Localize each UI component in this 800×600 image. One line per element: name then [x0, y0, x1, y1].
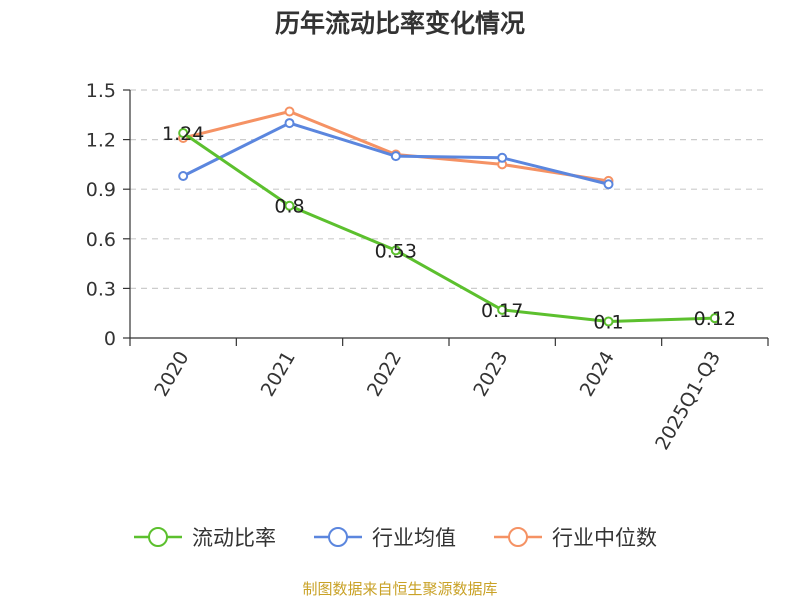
data-point	[284, 200, 295, 211]
source-note: 制图数据来自恒生聚源数据库	[302, 580, 498, 598]
data-point	[284, 118, 295, 129]
series-line-0	[182, 131, 715, 323]
x-tick-label: 2021	[257, 348, 300, 401]
x-tick-label: 2023	[469, 347, 512, 400]
y-tick-label: 0.3	[86, 278, 116, 300]
data-point	[497, 304, 508, 315]
data-label: 0.8	[274, 196, 304, 218]
legend-label: 流动比率	[192, 526, 276, 550]
data-label: 1.24	[162, 123, 204, 145]
data-label: 0.1	[593, 311, 623, 333]
data-point	[709, 313, 720, 324]
legend-marker	[508, 527, 528, 547]
y-tick-label: 1.2	[86, 130, 116, 152]
y-tick-label: 1.5	[86, 80, 116, 102]
legend-item-1[interactable]: 行业均值	[314, 526, 456, 550]
data-point	[284, 106, 295, 117]
data-point	[390, 151, 401, 162]
data-point	[603, 316, 614, 327]
series-lines	[178, 106, 720, 327]
data-point	[603, 179, 614, 190]
x-tick-label: 2024	[576, 348, 619, 401]
legend-label: 行业均值	[372, 526, 456, 550]
chart-title: 历年流动比率变化情况	[274, 9, 525, 38]
data-point	[178, 127, 189, 138]
data-label: 0.53	[375, 240, 417, 262]
data-label: 0.12	[694, 308, 736, 330]
x-tick-label: 2025Q1-Q3	[651, 348, 725, 454]
data-point	[497, 152, 508, 163]
data-point	[390, 245, 401, 256]
gridlines	[130, 89, 768, 289]
legend[interactable]: 流动比率 行业均值 行业中位数	[134, 526, 657, 550]
x-tick-label: 2022	[363, 348, 406, 401]
legend-marker	[328, 527, 348, 547]
y-tick-label: 0	[104, 328, 116, 350]
data-labels: 1.24 0.8 0.53 0.17 0.1 0.12	[162, 123, 736, 333]
x-tick-label: 2020	[150, 348, 193, 401]
series-line-2	[182, 109, 609, 183]
legend-label: 行业中位数	[552, 526, 657, 550]
data-label: 0.17	[481, 300, 523, 322]
y-tick-label: 0.6	[86, 229, 116, 251]
legend-item-0[interactable]: 流动比率	[134, 526, 276, 550]
data-point	[178, 170, 189, 181]
y-tick-label: 0.9	[86, 179, 116, 201]
legend-item-2[interactable]: 行业中位数	[494, 526, 657, 550]
legend-marker	[148, 527, 168, 547]
